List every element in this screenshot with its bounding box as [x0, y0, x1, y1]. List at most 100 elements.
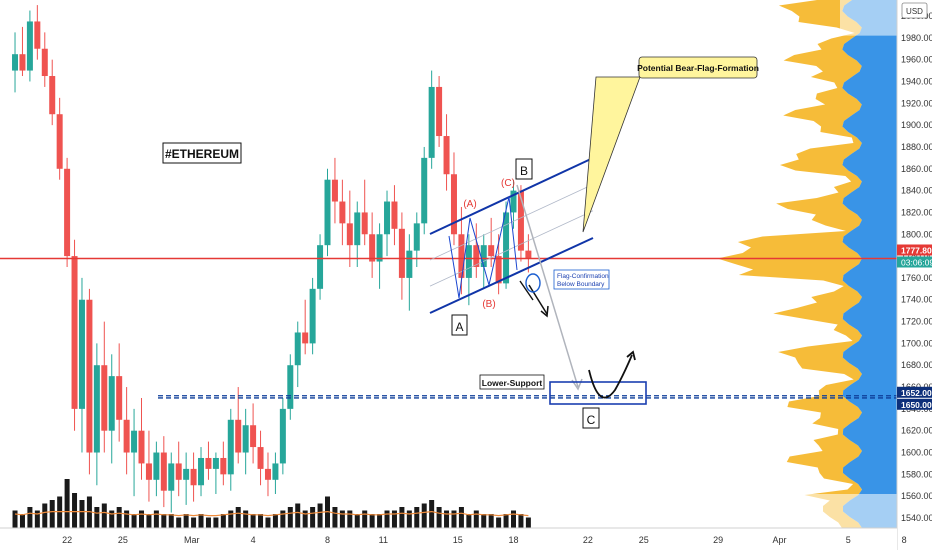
candle-body [264, 468, 271, 480]
candle-body [190, 468, 197, 486]
candle-body [86, 299, 93, 453]
volume-bar [86, 496, 92, 528]
wave-label-c: C [587, 413, 596, 427]
candle-body [64, 168, 71, 257]
wave-label-a-box [451, 314, 468, 336]
volume-bar [347, 510, 353, 528]
candle-body [19, 54, 26, 71]
subwave-label-a: (A) [463, 199, 476, 210]
candle-body [131, 430, 138, 453]
candle-body [101, 365, 108, 431]
breakdown-tick [519, 280, 534, 301]
price-tick-label: 1800.00 [901, 229, 932, 239]
volume-bar [42, 503, 48, 528]
candle-body [391, 201, 398, 229]
price-tick-label: 1760.00 [901, 273, 932, 283]
volume-bar [109, 510, 115, 528]
volume-bar [525, 517, 531, 528]
volume-bar [94, 507, 100, 528]
price-tick-label: 1720.00 [901, 317, 932, 327]
volume-bar [64, 479, 70, 528]
volume-bar [287, 507, 293, 528]
candle-body [384, 201, 391, 235]
price-tick-label: 1900.00 [901, 120, 932, 130]
volume-bar [265, 517, 271, 528]
candle-body [294, 332, 301, 366]
callout-box [638, 56, 758, 79]
candle-body [212, 457, 219, 469]
countdown-value: 03:06:09 [901, 257, 932, 267]
volume-bar [280, 510, 286, 528]
candle-body [272, 463, 279, 480]
volume-bar [131, 514, 137, 528]
subwave-label-b: (B) [482, 299, 495, 310]
wave-label-a: A [455, 320, 463, 334]
candle-body [235, 419, 242, 453]
candle-body [287, 365, 294, 409]
candle-body [250, 425, 257, 448]
price-tick-label: 1560.00 [901, 491, 932, 501]
currency-badge [901, 2, 928, 19]
subwave-label-c: (C) [501, 178, 515, 189]
volume-bar [220, 514, 226, 528]
time-tick-label: 22 [583, 535, 593, 545]
candle-body [227, 419, 234, 475]
volume-bar [436, 507, 442, 528]
time-tick-label: 5 [846, 535, 851, 545]
volume-bar [325, 496, 330, 528]
flag-lower-boundary [429, 237, 594, 314]
volume-bar [27, 507, 33, 528]
candle-body [510, 190, 517, 213]
time-tick-label: 15 [453, 535, 463, 545]
volume-bar [161, 514, 167, 528]
candle-body [517, 190, 524, 251]
price-axis-bg [897, 0, 932, 550]
candle-body [242, 425, 249, 453]
candle-body [398, 228, 405, 278]
volume-bar [191, 517, 197, 528]
lower-support-label: Lower-Support [482, 378, 543, 388]
volume-bar [19, 514, 25, 528]
volume-bar [153, 510, 159, 528]
currency-label: USD [906, 7, 923, 16]
flag-confirm-line2: Below Boundary [557, 281, 605, 288]
candle-body [153, 452, 160, 480]
time-tick-label: 11 [379, 535, 388, 545]
volume-bar [377, 514, 383, 528]
candle-body [369, 234, 376, 262]
time-tick-label: Apr [772, 535, 786, 545]
current-price-tag [897, 244, 932, 256]
candle-body [465, 245, 472, 278]
volume-bar [384, 510, 390, 528]
support-value-upper: 1652.00 [901, 388, 932, 398]
volume-bar [332, 507, 338, 528]
volume-bar [362, 510, 368, 528]
volume-bar [458, 507, 464, 528]
confirmation-circle [525, 273, 541, 293]
chart-title: #ETHEREUM [165, 147, 239, 161]
candle-body [168, 463, 175, 491]
time-tick-label: 22 [62, 535, 72, 545]
candle-body [175, 463, 182, 480]
volume-bar [101, 503, 107, 528]
time-tick-label: 25 [118, 535, 128, 545]
flag-inner-line [429, 210, 594, 287]
candle-body [503, 212, 510, 284]
volume-bar [488, 514, 494, 528]
price-tick-label: 1580.00 [901, 469, 932, 479]
volume-bar [176, 517, 182, 528]
breakdown-arrow-line [528, 284, 548, 315]
volume-profile-orange [717, 0, 862, 550]
volume-bar [399, 507, 405, 528]
candle-body [205, 457, 212, 469]
volume-bar [183, 514, 189, 528]
candle-body [495, 256, 502, 284]
current-price-value: 1777.80 [901, 245, 932, 255]
volume-bar [317, 503, 323, 528]
candle-body [488, 245, 495, 257]
candle-body [34, 21, 41, 49]
price-tick-label: 1860.00 [901, 164, 932, 174]
volume-bar [250, 514, 256, 528]
price-tick-label: 1620.00 [901, 426, 932, 436]
